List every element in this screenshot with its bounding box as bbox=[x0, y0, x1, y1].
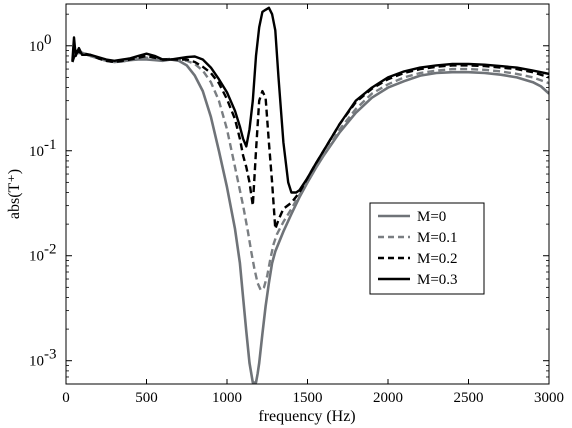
legend-label: M=0.3 bbox=[417, 272, 458, 288]
x-axis-label: frequency (Hz) bbox=[258, 408, 355, 425]
series-line-M=0 bbox=[71, 51, 549, 384]
series-line-M=0.3 bbox=[71, 6, 549, 194]
y-tick-label-exponent: -1 bbox=[44, 137, 57, 153]
x-tick-label: 1000 bbox=[212, 390, 242, 406]
legend: M=0 M=0.1 M=0.2 M=0.3 bbox=[369, 202, 485, 295]
x-tick-label: 500 bbox=[135, 390, 158, 406]
x-tick-label: 1500 bbox=[293, 390, 323, 406]
legend-label: M=0.2 bbox=[417, 251, 458, 267]
legend-label: M=0 bbox=[417, 209, 446, 225]
y-tick-label-exponent: 0 bbox=[44, 32, 52, 48]
x-tick-label: 0 bbox=[62, 390, 70, 406]
y-tick-label-exponent: -2 bbox=[44, 242, 57, 258]
y-axis-label: abs(T⁺) bbox=[6, 169, 23, 219]
series-group bbox=[71, 6, 549, 384]
legend-label: M=0.1 bbox=[417, 230, 458, 246]
x-axis-ticks: 0 500 1000 1500 2000 2500 3000 bbox=[62, 4, 564, 406]
x-tick-label: 3000 bbox=[534, 390, 564, 406]
y-tick-label: 10 bbox=[29, 249, 44, 265]
x-tick-label: 2000 bbox=[373, 390, 403, 406]
y-tick-label: 10 bbox=[29, 354, 44, 370]
series-line-M=0.1 bbox=[71, 51, 549, 292]
y-tick-label: 10 bbox=[29, 39, 44, 55]
y-tick-label-exponent: -3 bbox=[44, 347, 57, 363]
y-tick-label: 10 bbox=[29, 144, 44, 160]
plot-area bbox=[66, 4, 549, 384]
x-tick-label: 2500 bbox=[454, 390, 484, 406]
